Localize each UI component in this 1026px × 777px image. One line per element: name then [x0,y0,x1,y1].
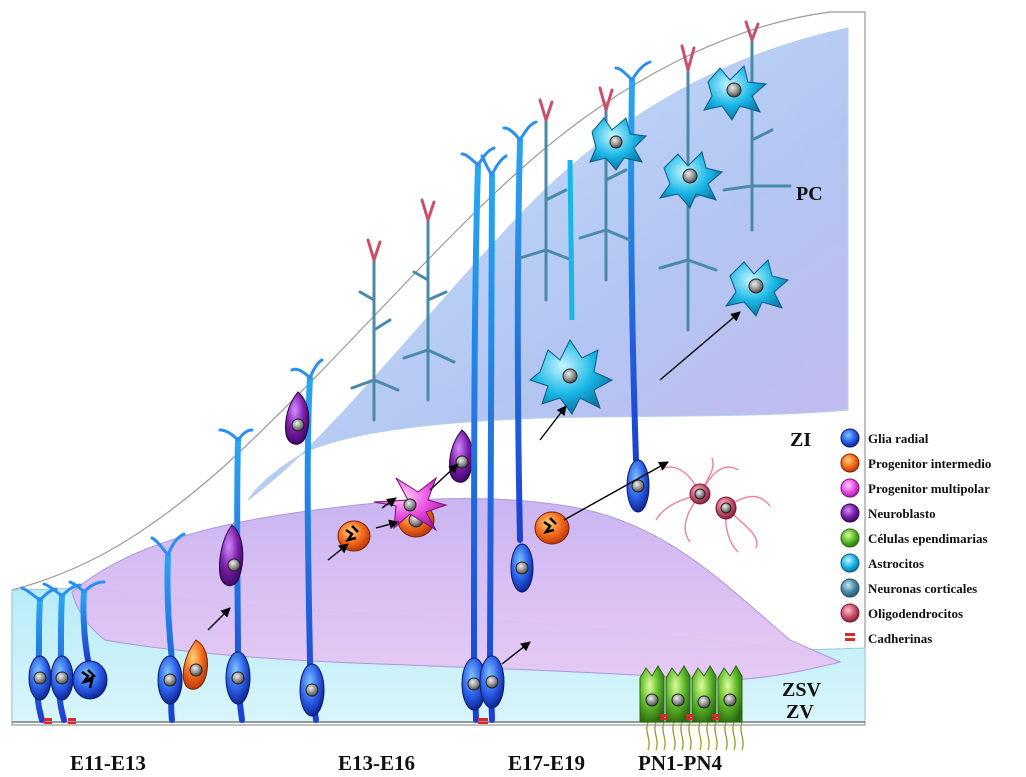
intermediate-progenitor-icon [840,453,860,473]
stage-label-pn1-pn4: PN1-PN4 [638,751,722,775]
stage-label-e13-e16: E13-E16 [338,751,415,775]
oligodendrocyte-icon [840,603,860,623]
legend-item-glia-radial: Glia radial [840,428,929,448]
radial-glia-group-e19 [460,60,652,724]
legend-label: Astrocitos [868,556,924,571]
legend: Glia radial Progenitor intermedio Progen… [840,428,991,646]
zone-label-pc: PC [796,183,823,205]
legend-item-progenitor-multipolar: Progenitor multipolar [840,478,990,498]
radial-glia-group-e16 [285,358,474,723]
legend-label: Progenitor intermedio [868,456,991,471]
subventricular-zone-region [71,497,842,681]
stage-label-e11-e13: E11-E13 [70,751,146,775]
legend-item-progenitor-intermedio: Progenitor intermedio [840,453,991,473]
legend-label: Células ependimarias [868,531,988,546]
legend-item-neuroblasto: Neuroblasto [840,503,936,523]
cadherin-mark [44,718,52,721]
legend-label: Progenitor multipolar [868,481,990,496]
cadherin-icon [845,633,855,641]
zone-label-zi: ZI [790,429,811,451]
ependymal-cells [639,665,744,751]
oligodendrocytes [655,457,771,553]
radial-glia-group-e11 [20,580,108,724]
legend-label: Glia radial [868,431,929,446]
zone-label-zv: ZV [786,701,814,723]
astrocyte-icon [840,553,860,573]
cortical-neuron-icon [840,578,860,598]
tissue-layers [11,11,866,726]
radial-glia-icon [840,428,860,448]
dendrite-tips [366,20,760,262]
legend-label: Neuroblasto [868,506,936,521]
multipolar-progenitor-icon [840,478,860,498]
legend-item-oligodendrocitos: Oligodendrocitos [840,603,963,623]
legend-item-astrocitos: Astrocitos [840,553,924,573]
zone-label-zsv: ZSV [782,679,821,701]
lineage-arrows [207,311,741,665]
radial-glia-group-e13 [150,428,254,723]
stage-label-e17-e19: E17-E19 [508,751,585,775]
legend-item-neuronas-corticales: Neuronas corticales [840,578,977,598]
ependymal-cell-icon [840,528,860,548]
legend-item-cadherinas: Cadherinas [845,631,932,646]
legend-label: Neuronas corticales [868,581,977,596]
legend-item-celulas-ependimarias: Células ependimarias [840,528,988,548]
cortical-plate-region [247,27,849,501]
legend-label: Oligodendrocitos [868,606,963,621]
neuroblast-icon [840,503,860,523]
legend-label: Cadherinas [868,631,932,646]
astrocytes [528,65,790,415]
